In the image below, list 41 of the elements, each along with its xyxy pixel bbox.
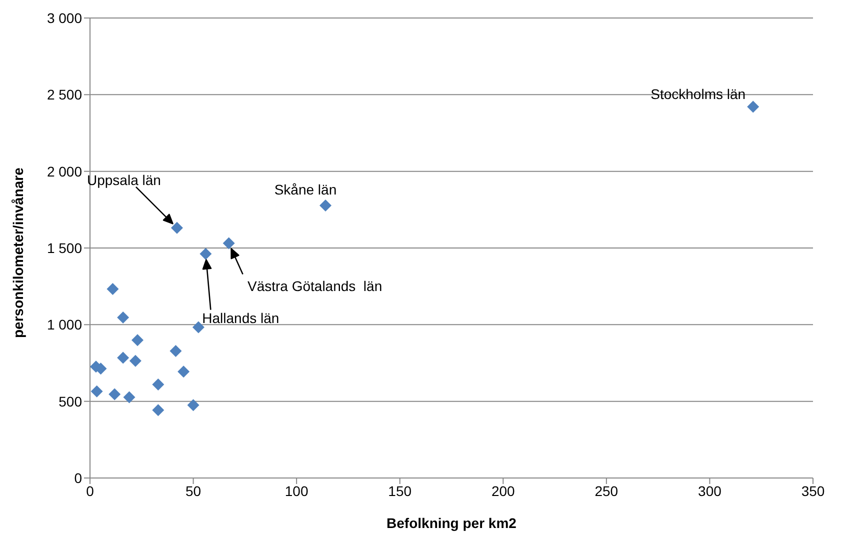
point [178,366,190,378]
point [187,399,200,412]
x-tick-label: 150 [388,482,412,499]
annotation: Hallands län [202,310,280,326]
point [192,321,204,334]
point [152,378,164,390]
point [129,354,142,367]
point [747,100,760,113]
y-tick-label: 3 000 [46,10,82,26]
point [152,404,164,416]
point [108,388,121,400]
annotation: Västra Götalands län [247,278,382,294]
x-tick-label: 0 [86,482,94,499]
annotation: Uppsala län [87,172,161,188]
point [170,222,183,234]
point [90,385,103,398]
annotation: Skåne län [274,182,337,198]
y-tick-label: 2 500 [46,86,82,103]
point [222,237,235,250]
y-tick-label: 1 000 [46,316,82,333]
y-axis-title: personkilometer/invånare [10,167,26,338]
y-tick-label: 500 [58,393,82,410]
y-tick-label: 0 [74,470,82,486]
y-tick-label: 2 000 [46,163,82,180]
x-tick-label: 250 [594,482,618,499]
x-tick-label: 300 [698,482,722,499]
x-tick-label: 100 [284,482,308,499]
x-axis-title: Befolkning per km2 [386,515,517,531]
x-tick-label: 350 [801,482,825,499]
point [132,334,144,346]
point [117,311,130,324]
point [319,200,332,212]
point [106,282,119,295]
y-tick-label: 1 500 [46,240,82,256]
point [200,248,212,260]
point [117,352,130,364]
x-tick-label: 50 [185,482,202,499]
x-tick-label: 200 [491,482,516,499]
annotation: Stockholms län [650,86,746,102]
point [170,345,182,358]
point [123,391,136,404]
